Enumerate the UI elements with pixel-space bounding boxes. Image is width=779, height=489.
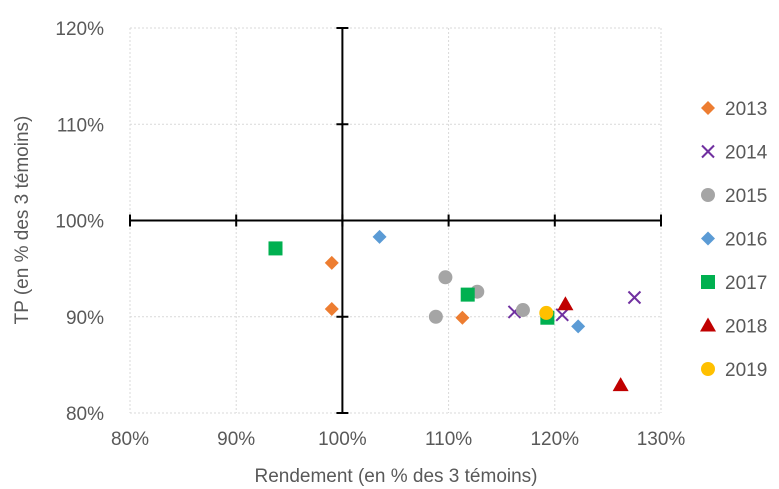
- point-2018: [557, 296, 574, 311]
- x-tick-label: 120%: [530, 429, 579, 450]
- x-tick-label: 130%: [637, 429, 686, 450]
- x-marker-stroke: [555, 308, 569, 322]
- point-2018: [612, 377, 629, 392]
- legend-marker-2014: [701, 144, 715, 159]
- point-2016: [372, 229, 387, 244]
- point-2013: [455, 310, 470, 325]
- point-2015: [428, 309, 443, 324]
- tick-labels: 80% 90% 100% 110% 120% 130% 80% 90% 100% 110% 120%: [55, 19, 685, 450]
- legend-label-2016: 2016: [725, 230, 767, 251]
- legend-label-2019: 2019: [725, 360, 767, 381]
- legend-marker-2013: [701, 101, 715, 115]
- x-tick-label: 100%: [318, 429, 367, 450]
- y-axis-title: TP (en % des 3 témoins): [12, 116, 33, 325]
- legend: 2013 2014 2015 2016 2017 2018 2019: [700, 99, 768, 381]
- legend-label-2017: 2017: [725, 273, 767, 294]
- legend-marker-2017: [701, 275, 715, 289]
- data-points: [268, 229, 642, 392]
- point-2015: [515, 303, 530, 318]
- y-tick-label: 110%: [57, 115, 104, 136]
- y-tick-label: 120%: [55, 19, 104, 40]
- point-2015: [438, 270, 453, 285]
- x-tick-label: 80%: [111, 429, 149, 450]
- point-2017: [460, 287, 475, 302]
- point-2017: [268, 241, 283, 256]
- y-tick-label: 80%: [66, 404, 104, 425]
- x-tick-label: 90%: [217, 429, 255, 450]
- y-tick-label: 90%: [66, 308, 104, 329]
- point-2016: [571, 319, 586, 334]
- point-2013: [324, 255, 339, 270]
- legend-label-2018: 2018: [725, 317, 767, 338]
- legend-marker-2018: [700, 317, 716, 332]
- legend-marker-2016: [701, 231, 715, 246]
- legend-marker-2019: [701, 362, 715, 376]
- legend-label-2015: 2015: [725, 186, 767, 207]
- point-2014: [555, 308, 569, 322]
- x-axis-title: Rendement (en % des 3 témoins): [254, 466, 537, 487]
- point-2019: [539, 305, 554, 320]
- legend-label-2013: 2013: [725, 99, 767, 120]
- crosshair-axes: [129, 27, 662, 414]
- y-tick-label: 100%: [55, 212, 104, 233]
- legend-label-2014: 2014: [725, 143, 768, 164]
- point-2014: [627, 290, 642, 305]
- x-tick-label: 110%: [425, 429, 472, 450]
- legend-marker-2015: [701, 188, 715, 202]
- x-marker-stroke: [627, 290, 642, 305]
- x-marker-stroke: [701, 144, 715, 159]
- point-2013: [324, 302, 339, 317]
